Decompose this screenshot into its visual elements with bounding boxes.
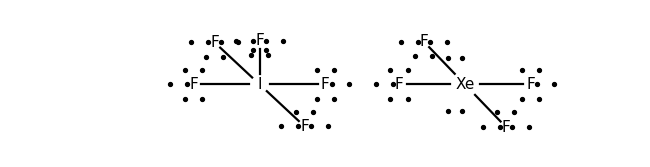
Text: F: F [526, 77, 535, 92]
Text: F: F [210, 35, 219, 50]
Text: F: F [300, 119, 309, 134]
Text: F: F [321, 77, 330, 92]
Text: F: F [189, 77, 198, 92]
Text: F: F [419, 34, 428, 49]
Text: F: F [502, 120, 510, 135]
Text: F: F [395, 77, 404, 92]
Text: I: I [257, 77, 262, 92]
Text: F: F [255, 33, 264, 48]
Text: Xe: Xe [455, 77, 474, 92]
